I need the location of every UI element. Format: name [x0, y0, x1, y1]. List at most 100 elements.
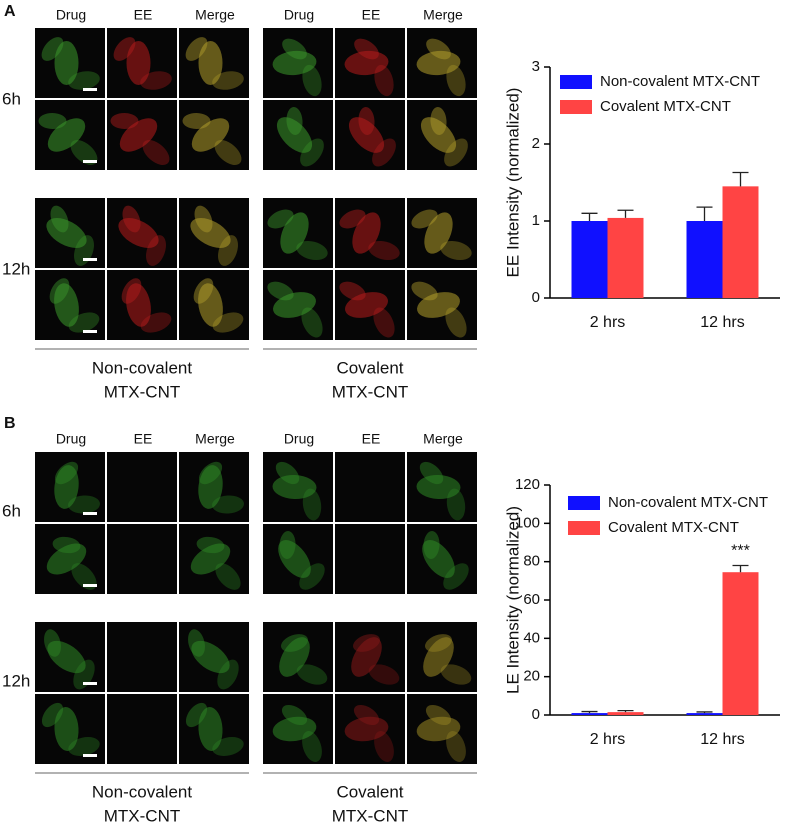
- group-label: Covalent: [336, 782, 403, 801]
- y-tick-label: 20: [523, 668, 540, 685]
- cell: [118, 218, 159, 248]
- cell: [282, 38, 307, 60]
- column-header: EE: [134, 431, 153, 447]
- cell: [300, 138, 324, 167]
- legend-label: Non-covalent MTX-CNT: [600, 73, 760, 90]
- error-bar: [581, 710, 598, 714]
- cell: [275, 461, 300, 485]
- cell: [44, 629, 61, 657]
- cell: [272, 50, 317, 76]
- cell: [279, 531, 296, 559]
- cell: [374, 731, 394, 762]
- cell: [110, 112, 139, 130]
- cell: [126, 41, 151, 85]
- cell: [215, 563, 241, 590]
- cell: [411, 281, 438, 301]
- cell: [353, 634, 380, 652]
- cell: [70, 139, 98, 166]
- group-label: MTX-CNT: [104, 806, 180, 822]
- cell: [113, 37, 136, 61]
- cell: [198, 283, 223, 327]
- cell: [50, 205, 69, 233]
- bar: [571, 713, 608, 715]
- cell: [368, 664, 400, 685]
- cell: [71, 563, 97, 590]
- y-tick-label: 40: [523, 629, 540, 646]
- cell: [218, 235, 238, 266]
- column-header: EE: [362, 431, 381, 447]
- cell: [352, 212, 381, 254]
- cell: [119, 118, 158, 152]
- cell: [368, 240, 400, 261]
- cell: [279, 637, 310, 677]
- cell: [194, 205, 213, 233]
- column-header: Drug: [284, 431, 314, 447]
- cell: [190, 543, 231, 575]
- cell: [54, 41, 79, 85]
- y-tick-label: 0: [532, 706, 540, 723]
- cell: [267, 281, 294, 301]
- cell: [185, 37, 208, 61]
- y-axis-title: EE Intensity (normalized): [503, 88, 522, 278]
- cell: [339, 281, 366, 301]
- micrograph: [335, 524, 405, 594]
- cell: [52, 536, 81, 554]
- cell: [198, 461, 223, 485]
- significance: ***: [731, 543, 750, 560]
- cell: [272, 716, 317, 742]
- bar: [571, 221, 608, 298]
- cell: [41, 37, 64, 61]
- x-tick-label: 2 hrs: [590, 314, 626, 331]
- group-label: Non-covalent: [92, 358, 192, 377]
- scale-bar: [83, 258, 97, 261]
- cell: [416, 474, 461, 500]
- cell: [190, 218, 231, 248]
- cell: [73, 659, 95, 690]
- row-label: 6h: [2, 89, 21, 108]
- micrograph: [107, 524, 177, 594]
- scale-bar: [83, 88, 97, 91]
- cell: [188, 629, 205, 657]
- group-label: MTX-CNT: [104, 382, 180, 401]
- row-label: 12h: [2, 259, 30, 278]
- cell: [68, 737, 100, 756]
- cell: [423, 531, 440, 559]
- cell: [68, 495, 100, 514]
- row-label: 6h: [2, 501, 21, 520]
- cell: [68, 312, 100, 333]
- cell: [302, 64, 322, 97]
- cell: [440, 664, 472, 685]
- cell: [373, 307, 395, 338]
- cell: [302, 488, 322, 521]
- cell: [425, 704, 452, 726]
- cell: [140, 312, 172, 333]
- bar: [722, 572, 759, 715]
- x-tick-label: 12 hrs: [700, 731, 744, 748]
- cell: [47, 640, 86, 674]
- cell: [411, 209, 438, 229]
- column-header: EE: [362, 7, 381, 23]
- micrograph: [335, 452, 405, 522]
- y-axis-title: LE Intensity (normalized): [503, 506, 522, 694]
- group-label: MTX-CNT: [332, 382, 408, 401]
- cell: [416, 716, 461, 742]
- bar: [607, 217, 644, 298]
- cell: [273, 292, 316, 318]
- cell: [54, 461, 79, 485]
- legend-swatch: [560, 75, 592, 89]
- cell: [191, 118, 230, 152]
- scale-bar: [83, 682, 97, 685]
- cell: [423, 637, 454, 677]
- scale-bar: [83, 584, 97, 587]
- legend-swatch: [568, 496, 600, 510]
- cell: [296, 240, 328, 261]
- micrograph: [107, 622, 177, 692]
- cell: [121, 278, 142, 304]
- cell: [281, 704, 308, 726]
- cell: [354, 38, 379, 60]
- y-tick-label: 1: [532, 212, 540, 229]
- micrograph: [107, 452, 177, 522]
- cell: [420, 117, 457, 153]
- legend-label: Covalent MTX-CNT: [600, 98, 731, 115]
